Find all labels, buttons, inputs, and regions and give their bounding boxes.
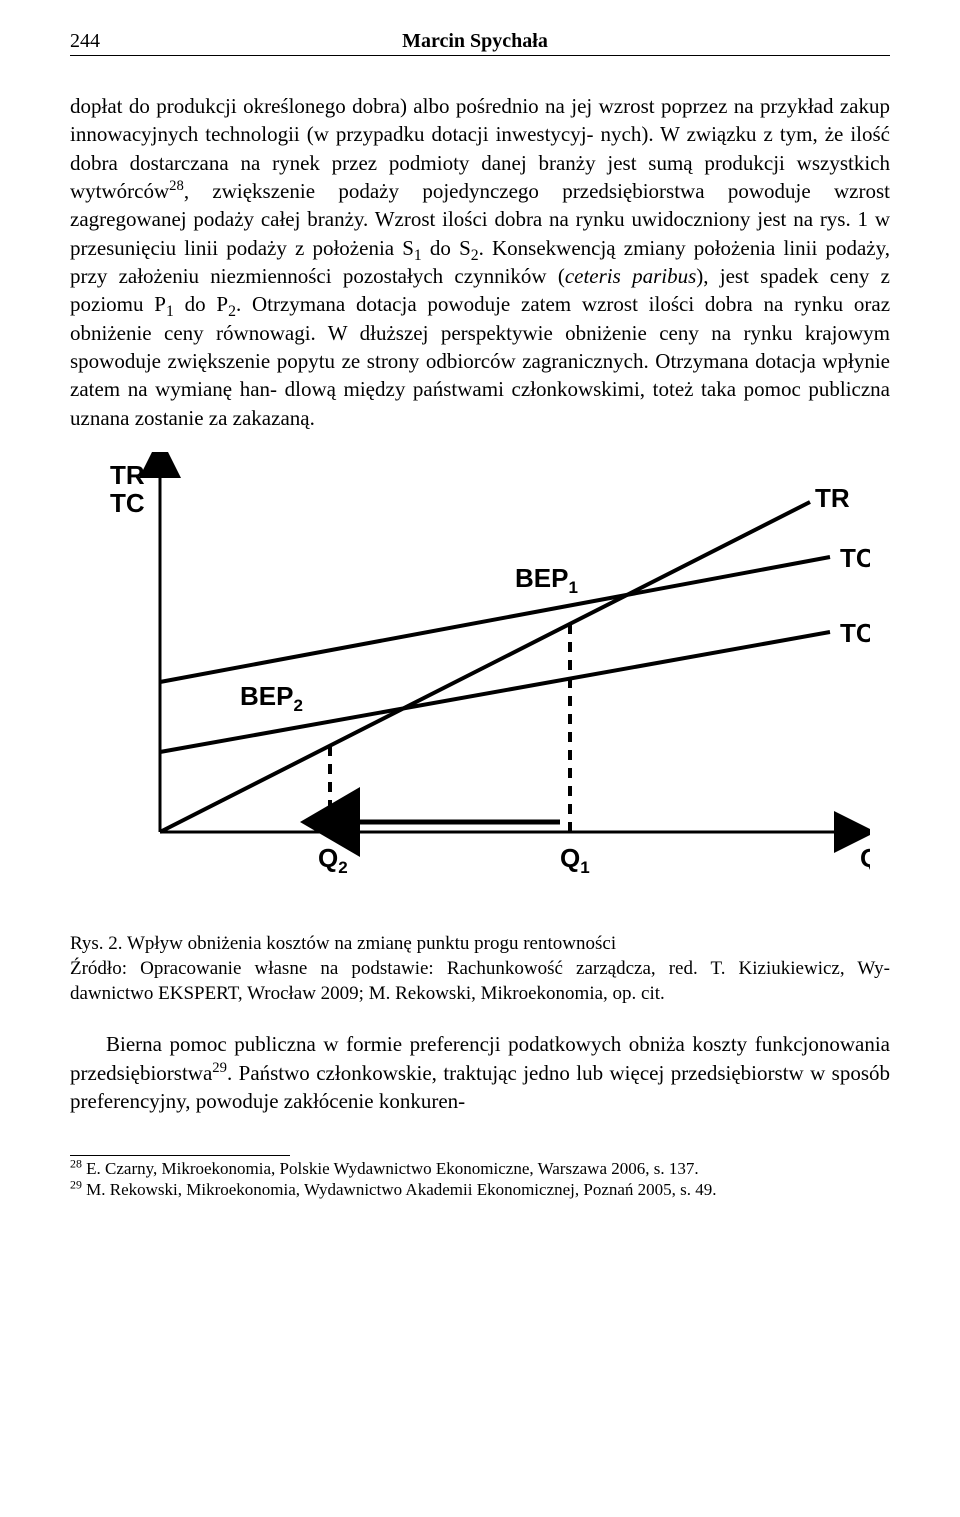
svg-text:TR: TR: [110, 460, 145, 490]
svg-text:Q2: Q2: [318, 843, 348, 877]
svg-text:BEP2: BEP2: [240, 681, 303, 715]
footnote: 29 M. Rekowski, Mikroekonomia, Wydawnict…: [70, 1179, 890, 1200]
header-author: Marcin Spychała: [100, 30, 850, 53]
svg-text:Q: Q: [860, 843, 870, 873]
bep-chart: TRTCTRTC1TC2BEP1BEP2Q1Q2Q: [70, 452, 890, 882]
footnote: 28 E. Czarny, Mikroekonomia, Polskie Wyd…: [70, 1158, 890, 1179]
figure-caption: Rys. 2. Wpływ obniżenia kosztów na zmian…: [70, 932, 890, 1006]
after-paragraph: Bierna pomoc publiczna w formie preferen…: [70, 1030, 890, 1115]
main-paragraph: dopłat do produkcji określonego dobra) a…: [70, 92, 890, 432]
svg-text:Q1: Q1: [560, 843, 590, 877]
svg-text:TC: TC: [110, 488, 145, 518]
page-header: 244 Marcin Spychała: [70, 30, 890, 56]
svg-text:BEP1: BEP1: [515, 563, 578, 597]
svg-text:TR: TR: [815, 483, 850, 513]
svg-text:TC2: TC2: [840, 618, 870, 652]
svg-text:TC1: TC1: [840, 543, 870, 577]
page-number: 244: [70, 30, 100, 53]
